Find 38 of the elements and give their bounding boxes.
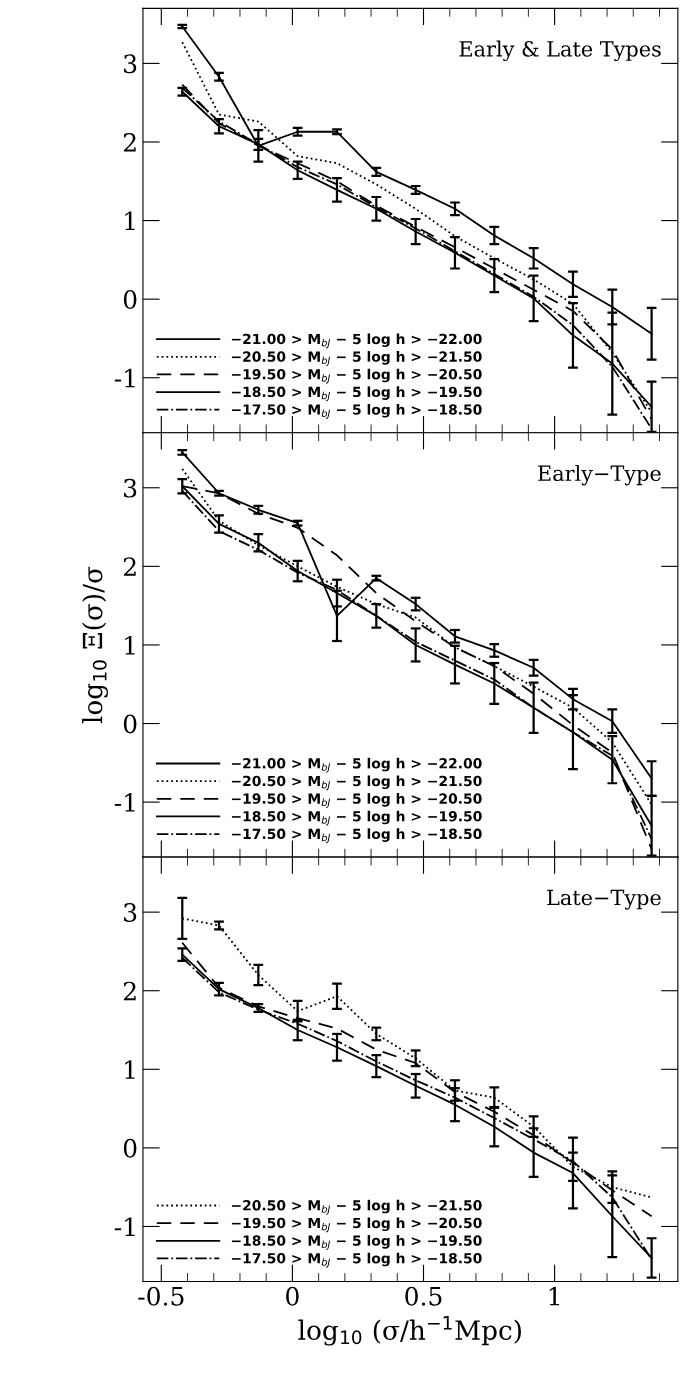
legend-label: −18.50 > M$_{bJ}$ − 5 log h > −19.50	[231, 386, 482, 402]
y-tick-label: 0	[123, 1138, 137, 1158]
legend-label: −17.50 > M$_{bJ}$ − 5 log h > −18.50	[231, 404, 482, 419]
legend-label: −21.00 > M$_{bJ}$ − 5 log h > −22.00	[231, 757, 482, 773]
x-tick-label: -0.5	[138, 1286, 184, 1306]
y-tick-label: 2	[123, 132, 136, 152]
y-tick-label: 1	[125, 1060, 135, 1079]
y-tick-label: 3	[124, 903, 137, 922]
y-tick-label: -1	[114, 793, 135, 812]
y-tick-label: 3	[124, 54, 137, 74]
x-tick-label: 0	[286, 1286, 299, 1306]
y-tick-label: -1	[114, 1217, 135, 1236]
legend-label: −17.50 > M$_{bJ}$ − 5 log h > −18.50	[231, 1252, 482, 1268]
x-tick-label: 1	[549, 1286, 560, 1306]
y-tick-label: 0	[123, 290, 137, 310]
legend-label: −17.50 > M$_{bJ}$ − 5 log h > −18.50	[231, 828, 482, 844]
legend-label: −20.50 > M$_{bJ}$ − 5 log h > −21.50	[231, 1199, 482, 1215]
text: Early & Late Types	[459, 40, 661, 62]
text: Early−Type	[538, 464, 661, 486]
y-axis-title: log$_{10}$ Ξ(σ)/σ	[82, 566, 108, 724]
legend-label: −18.50 > M$_{bJ}$ − 5 log h > −19.50	[231, 1235, 482, 1250]
legend-label: −18.50 > M$_{bJ}$ − 5 log h > −19.50	[231, 810, 482, 826]
x-tick-label: 0.5	[405, 1286, 442, 1306]
legend-label: −20.50 > M$_{bJ}$ − 5 log h > −21.50	[231, 775, 482, 791]
y-tick-label: 3	[124, 478, 137, 498]
legend-label: −19.50 > M$_{bJ}$ − 5 log h > −20.50	[231, 1217, 482, 1233]
text: Late−Type	[547, 889, 661, 910]
y-tick-label: 2	[123, 557, 136, 576]
x-axis-title: log$_{10}$ (σ/h$^{−1}$Mpc)	[298, 1316, 521, 1346]
legend-label: −21.00 > M$_{bJ}$ − 5 log h > −22.00	[231, 333, 482, 349]
legend-label: −19.50 > M$_{bJ}$ − 5 log h > −20.50	[231, 793, 482, 808]
y-tick-label: -1	[114, 368, 135, 388]
y-tick-label: 1	[125, 635, 135, 655]
legend-label: −19.50 > M$_{bJ}$ − 5 log h > −20.50	[231, 368, 482, 384]
legend-label: −20.50 > M$_{bJ}$ − 5 log h > −21.50	[231, 351, 482, 366]
y-tick-label: 1	[125, 211, 135, 231]
y-tick-label: 0	[123, 714, 137, 734]
y-tick-label: 2	[123, 981, 136, 1001]
